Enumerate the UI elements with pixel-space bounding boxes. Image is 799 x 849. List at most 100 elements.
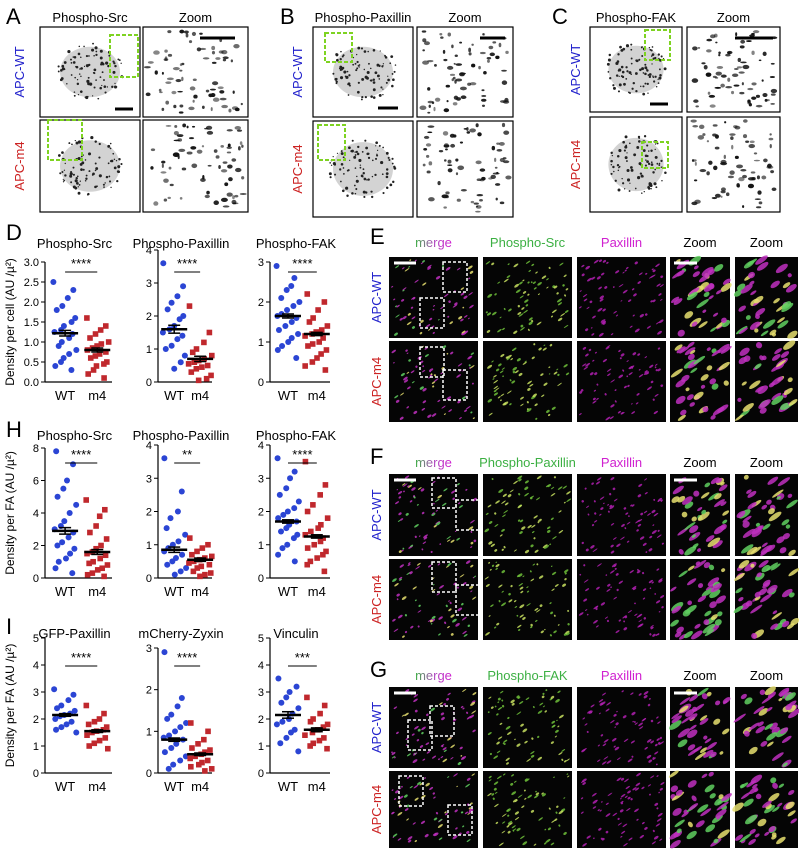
cell-body [333, 47, 393, 97]
row-label: APC-m4 [568, 140, 583, 189]
speckle [106, 176, 108, 178]
data-point [70, 287, 76, 293]
speckle [429, 161, 433, 165]
column-title: Paxillin [601, 455, 642, 470]
data-point [291, 505, 297, 511]
speckle [376, 154, 377, 155]
speckle [427, 112, 430, 114]
speckle [64, 61, 67, 64]
speckle [618, 70, 620, 72]
data-point [97, 738, 103, 744]
speckle [644, 64, 646, 66]
speckle [207, 131, 213, 135]
data-point [188, 720, 194, 726]
speckle [748, 184, 754, 189]
speckle [629, 71, 632, 74]
speckle [235, 126, 241, 130]
speckle [179, 30, 184, 34]
speckle [61, 77, 64, 80]
speckle [187, 126, 189, 129]
speckle [80, 90, 83, 93]
speckle [361, 98, 363, 100]
speckle [382, 192, 384, 194]
speckle [227, 151, 231, 153]
speckle [743, 119, 748, 123]
speckle [365, 76, 368, 79]
data-point [292, 558, 298, 564]
speckle [363, 172, 365, 174]
y-tick-label: 3 [258, 257, 264, 269]
speckle [444, 159, 447, 161]
speckle [347, 71, 349, 73]
speckle [223, 161, 228, 163]
data-point [296, 499, 302, 505]
speckle [639, 69, 642, 72]
speckle [468, 48, 471, 53]
speckle [717, 66, 723, 69]
speckle [216, 155, 220, 158]
speckle [110, 143, 112, 145]
speckle [348, 146, 351, 149]
speckle [337, 153, 338, 154]
data-point [275, 455, 281, 461]
speckle [720, 190, 725, 193]
data-point [285, 339, 291, 345]
y-tick-label: 0 [33, 768, 39, 780]
speckle [231, 158, 236, 161]
micrograph [389, 687, 478, 768]
row-label: APC-m4 [12, 141, 27, 190]
speckle [647, 83, 649, 85]
speckle [638, 59, 640, 61]
speckle [740, 40, 745, 44]
speckle [80, 168, 83, 171]
speckle [611, 164, 612, 165]
speckle [386, 152, 389, 155]
significance: **** [292, 256, 312, 271]
significance: **** [177, 650, 197, 665]
speckle [192, 32, 196, 36]
speckle [443, 144, 449, 147]
speckle [92, 174, 94, 176]
speckle [95, 54, 97, 56]
speckle [66, 83, 68, 85]
speckle [610, 160, 613, 163]
data-point [196, 762, 202, 768]
y-tick-label: 2 [146, 507, 152, 519]
speckle [735, 156, 739, 159]
speckle [505, 176, 511, 180]
speckle [499, 43, 502, 48]
speckle [395, 64, 396, 65]
y-tick-label: 6 [33, 476, 39, 488]
speckle [423, 148, 427, 151]
speckle [480, 168, 486, 171]
speckle [754, 160, 760, 162]
speckle [622, 48, 625, 51]
speckle [471, 201, 474, 203]
speckle [481, 89, 484, 91]
speckle [464, 128, 468, 130]
speckle [173, 67, 180, 70]
speckle [159, 91, 163, 93]
speckle [483, 71, 487, 75]
speckle [330, 176, 332, 178]
row-label: APC-m4 [369, 575, 384, 624]
data-point [311, 542, 317, 548]
speckle [656, 163, 658, 165]
data-point [310, 502, 316, 508]
data-point [284, 307, 290, 313]
data-point [69, 570, 75, 576]
data-point [305, 509, 311, 515]
speckle [213, 200, 218, 205]
speckle [155, 70, 158, 74]
y-tick-label: 2 [146, 311, 152, 323]
speckle [489, 46, 494, 49]
speckle [64, 174, 66, 176]
speckle [350, 150, 352, 152]
speckle [218, 165, 221, 169]
speckle [103, 184, 105, 186]
speckle [742, 65, 749, 69]
speckle [388, 159, 390, 161]
speckle [625, 156, 628, 159]
x-tick-label: m4 [191, 584, 209, 599]
speckle [751, 82, 756, 85]
